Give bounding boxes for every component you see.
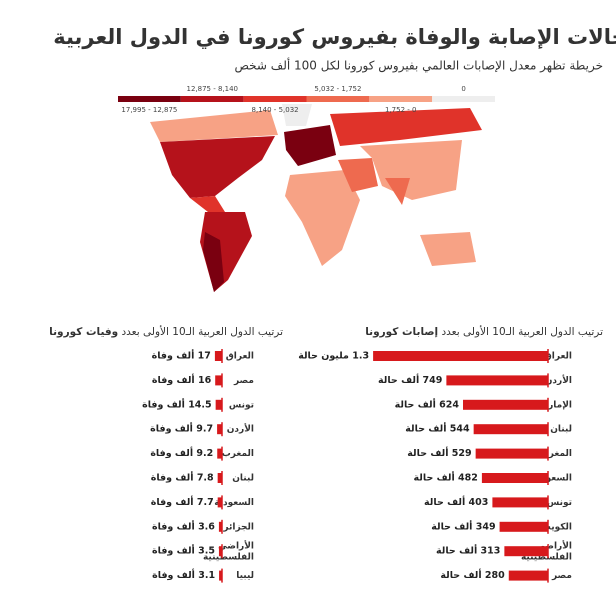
bar xyxy=(446,375,548,386)
category-label: العراق xyxy=(544,352,572,362)
legend-label: 5,032 - 1,752 xyxy=(314,85,361,93)
title: حالات الإصابة والوفاة بفيروس كورونا في ا… xyxy=(53,25,616,49)
bar xyxy=(214,351,222,361)
land xyxy=(190,196,225,212)
category-label: ليبيا xyxy=(236,571,254,581)
legend-label: 12,875 - 8,140 xyxy=(186,85,238,93)
legend-swatch xyxy=(180,96,244,102)
bar xyxy=(499,521,548,532)
category-label: الأردن xyxy=(227,423,254,435)
value-label: 1.3 مليون حالة xyxy=(298,351,369,362)
bar xyxy=(218,521,222,532)
land xyxy=(330,108,482,146)
bar xyxy=(463,399,548,410)
legend-swatch xyxy=(306,96,370,102)
land xyxy=(160,136,275,198)
bar xyxy=(217,497,222,508)
value-label: 9.7 ألف وفاة xyxy=(150,422,213,435)
legend-swatch xyxy=(432,96,495,102)
bar xyxy=(217,448,222,459)
bar xyxy=(475,448,548,459)
value-label: 749 ألف حالة xyxy=(378,373,442,386)
bar xyxy=(492,497,548,508)
value-label: 280 ألف حالة xyxy=(440,568,505,581)
value-label: 313 ألف حالة xyxy=(436,544,500,557)
land xyxy=(385,178,410,205)
chart-title-text: ترتيب الدول العربية الـ10 الأولى بعدد xyxy=(121,325,283,338)
land xyxy=(360,140,462,200)
legend-swatch xyxy=(118,96,181,102)
bar xyxy=(473,424,548,435)
chart-title-emphasis: إصابات كورونا xyxy=(365,326,438,338)
bar xyxy=(373,351,548,361)
bar xyxy=(504,546,548,557)
chart-title-text: ترتيب الدول العربية الـ10 الأولى بعدد xyxy=(441,325,603,338)
bar xyxy=(215,399,222,410)
land xyxy=(282,104,312,126)
value-label: 349 ألف حالة xyxy=(431,519,495,532)
value-label: 7.8 ألف وفاة xyxy=(151,471,214,484)
value-label: 529 ألف حالة xyxy=(407,446,471,459)
category-label: تونس xyxy=(229,400,254,410)
land xyxy=(420,232,476,266)
bar xyxy=(508,570,548,581)
land xyxy=(338,158,378,192)
chart-title: ترتيب الدول العربية الـ10 الأولى بعدد إص… xyxy=(365,325,603,338)
legend-label: 8,140 - 5,032 xyxy=(252,106,299,114)
value-label: 3.6 ألف وفاة xyxy=(152,519,215,532)
bar xyxy=(217,424,222,435)
category-label: مصر xyxy=(551,571,572,581)
bar xyxy=(219,570,222,581)
category-label: تونس xyxy=(547,498,572,508)
legend-swatch xyxy=(369,96,433,102)
value-label: 403 ألف حالة xyxy=(424,495,488,508)
category-label: السعودية xyxy=(532,474,572,484)
value-label: 3.1 ألف وفاة xyxy=(152,568,215,581)
land xyxy=(203,232,224,292)
value-label: 7.7 ألف وفاة xyxy=(151,495,214,508)
category-line: الأراضي xyxy=(218,539,254,551)
legend-swatch xyxy=(243,96,307,102)
legend-label: 0 xyxy=(461,85,465,93)
land xyxy=(150,110,278,142)
land xyxy=(285,170,360,266)
category-label: مصر xyxy=(233,376,254,386)
category-line: الفلسطينية xyxy=(521,552,572,562)
category-label: الإمارات xyxy=(536,400,572,410)
charts: ترتيب الدول العربية الـ10 الأولى بعدد إص… xyxy=(49,325,603,583)
value-label: 624 ألف حالة xyxy=(395,397,460,410)
bar xyxy=(217,473,222,483)
bar xyxy=(215,375,222,386)
subtitle: خريطة تظهر معدل الإصابات العالمي بفيروس … xyxy=(234,58,603,74)
legend-label: 1,752 - 0 xyxy=(385,106,416,114)
map-legend: 17,995 - 12,875 12,875 - 8,140 8,140 - 5,0… xyxy=(118,85,495,114)
category-label: الأراضي الفلسطينية xyxy=(203,539,254,562)
value-label: 544 ألف حالة xyxy=(405,422,470,435)
category-label: الكويت xyxy=(542,522,572,532)
category-label: لبنان xyxy=(232,474,254,484)
value-label: 14.5 ألف وفاة xyxy=(142,397,212,410)
value-label: 17 ألف وفاة xyxy=(152,349,211,362)
category-line: الفلسطينية xyxy=(203,552,254,562)
category-label: الأردن xyxy=(545,374,572,386)
legend-label: 17,995 - 12,875 xyxy=(121,106,177,114)
value-label: 16 ألف وفاة xyxy=(152,373,212,386)
world-map xyxy=(150,104,482,292)
value-label: 482 ألف حالة xyxy=(414,471,478,484)
bar xyxy=(218,546,222,557)
chart-title-emphasis: وفيات كورونا xyxy=(49,326,118,338)
category-label: العراق xyxy=(226,352,254,362)
bar xyxy=(481,473,548,483)
category-label: المغرب xyxy=(222,449,254,459)
category-label: لبنان xyxy=(550,425,572,435)
category-label: الجزائر xyxy=(222,522,254,532)
chart-title: ترتيب الدول العربية الـ10 الأولى بعدد وف… xyxy=(49,325,283,338)
category-label: السعودية xyxy=(214,498,254,508)
category-label: المغرب xyxy=(540,449,572,459)
value-label: 9.2 ألف وفاة xyxy=(150,446,213,459)
land xyxy=(284,125,336,166)
value-label: 3.5 ألف وفاة xyxy=(152,544,215,557)
